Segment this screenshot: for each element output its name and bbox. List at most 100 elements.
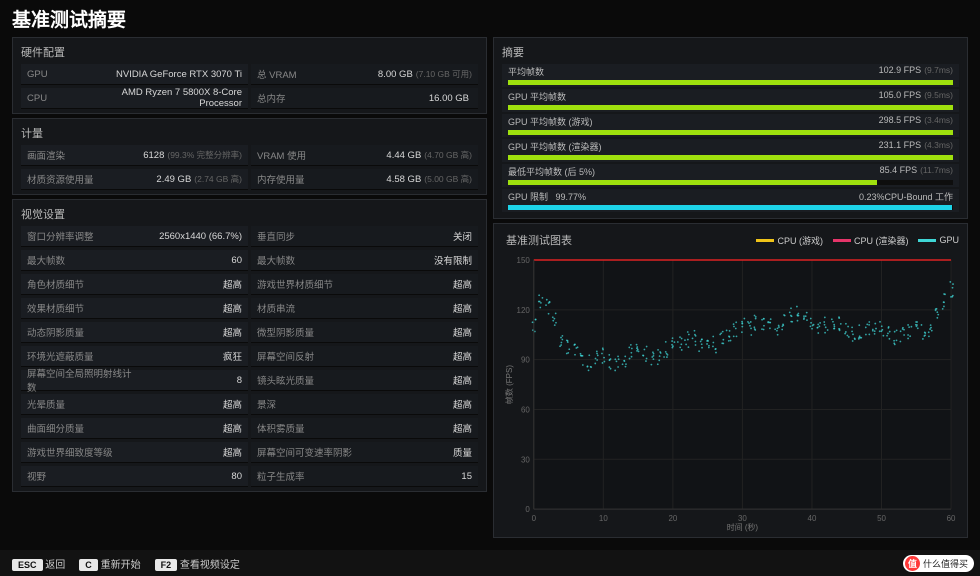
hw-label: 总 VRAM: [257, 67, 329, 81]
key-esc-label: 返回: [45, 560, 65, 571]
fps-bar-label: GPU 平均帧数: [508, 90, 566, 103]
setting-label: 角色材质细节: [27, 277, 137, 291]
setting-label: 体积雾质量: [257, 421, 367, 435]
visual-settings-panel: 视觉设置窗口分辨率调整2560x1440 (66.7%)垂直同步关闭最大帧数60…: [12, 199, 487, 492]
setting-label: 材质串流: [257, 301, 367, 315]
setting-row[interactable]: 垂直同步关闭: [251, 226, 478, 247]
setting-row[interactable]: 景深超高: [251, 394, 478, 415]
setting-row[interactable]: 动态阴影质量超高: [21, 322, 248, 343]
hardware-header: 硬件配置: [21, 42, 478, 64]
setting-value: 超高: [367, 325, 472, 339]
setting-value: 15: [367, 471, 472, 482]
setting-value: 超高: [367, 277, 472, 291]
footer: ESC 返回 C 重新开始 F2 查看视频设定: [0, 550, 980, 576]
metric-label: VRAM 使用: [257, 148, 329, 162]
fps-bar-track: [508, 130, 953, 135]
key-c-label: 重新开始: [101, 560, 141, 571]
setting-label: 镜头眩光质量: [257, 373, 367, 387]
setting-row[interactable]: 角色材质细节超高: [21, 274, 248, 295]
setting-label: 效果材质细节: [27, 301, 137, 315]
setting-label: 视野: [27, 469, 137, 483]
svg-text:30: 30: [521, 455, 530, 464]
svg-text:150: 150: [517, 256, 531, 265]
setting-value: 80: [137, 471, 242, 482]
badge-text: 什么值得买: [923, 557, 968, 570]
setting-value: 超高: [367, 301, 472, 315]
fps-bar-row: 平均帧数102.9 FPS(9.7ms): [502, 64, 959, 87]
setting-row[interactable]: 体积雾质量超高: [251, 418, 478, 439]
chart-panel: 基准测试图表CPU (游戏)CPU (渲染器)GPU03060901201500…: [493, 223, 968, 538]
setting-value: 超高: [137, 445, 242, 459]
fps-bar-label: 最低平均帧数 (后 5%): [508, 165, 595, 178]
hardware-panel: 硬件配置GPUNVIDIA GeForce RTX 3070 Ti 总 VRAM8…: [12, 37, 487, 114]
setting-row[interactable]: 材质串流超高: [251, 298, 478, 319]
setting-label: 窗口分辨率调整: [27, 229, 137, 243]
hw-row: GPUNVIDIA GeForce RTX 3070 Ti: [21, 64, 248, 85]
setting-value: 关闭: [367, 229, 472, 243]
setting-row[interactable]: 屏幕空间可变速率阴影质量: [251, 442, 478, 463]
fps-bar-fill: [508, 180, 877, 185]
svg-text:0: 0: [532, 514, 537, 523]
metric-label: 内存使用量: [257, 172, 329, 186]
legend-chip: [918, 239, 936, 242]
fps-bar-track: [508, 105, 953, 110]
setting-label: 环境光遮蔽质量: [27, 349, 137, 363]
setting-row[interactable]: 屏幕空间反射超高: [251, 346, 478, 367]
svg-text:时间 (秒): 时间 (秒): [727, 522, 759, 532]
gpu-limit-right: 0.23%CPU-Bound 工作: [859, 190, 953, 203]
setting-value: 超高: [137, 421, 242, 435]
setting-value: 超高: [137, 325, 242, 339]
summary-panel: 摘要 平均帧数102.9 FPS(9.7ms) GPU 平均帧数105.0 FP…: [493, 37, 968, 219]
hw-row: CPUAMD Ryzen 7 5800X 8-Core Processor: [21, 88, 248, 109]
fps-bar-label: GPU 平均帧数 (游戏): [508, 115, 593, 128]
setting-row[interactable]: 曲面细分质量超高: [21, 418, 248, 439]
setting-value: 8: [137, 375, 242, 386]
setting-label: 最大帧数: [27, 253, 137, 267]
legend-item: CPU (游戏): [756, 234, 823, 247]
svg-text:50: 50: [877, 514, 886, 523]
svg-text:120: 120: [517, 306, 531, 315]
setting-value: 质量: [367, 445, 472, 459]
fps-bar-value: 102.9 FPS(9.7ms): [879, 65, 953, 78]
svg-text:90: 90: [521, 356, 530, 365]
setting-row[interactable]: 光晕质量超高: [21, 394, 248, 415]
gpu-limit-fill: [508, 205, 952, 210]
setting-value: 超高: [367, 373, 472, 387]
chart-header: 基准测试图表: [506, 232, 572, 248]
setting-value: 超高: [367, 397, 472, 411]
fps-bar-track: [508, 180, 953, 185]
setting-label: 曲面细分质量: [27, 421, 137, 435]
fps-bar-value: 231.1 FPS(4.3ms): [879, 140, 953, 153]
svg-text:60: 60: [521, 405, 530, 414]
setting-row[interactable]: 游戏世界细致度等级超高: [21, 442, 248, 463]
setting-row[interactable]: 粒子生成率15: [251, 466, 478, 487]
setting-row[interactable]: 视野80: [21, 466, 248, 487]
key-f2[interactable]: F2: [155, 559, 178, 571]
setting-label: 游戏世界细致度等级: [27, 445, 137, 459]
setting-value: 超高: [137, 277, 242, 291]
gpu-limit-track: [508, 205, 953, 210]
hw-value: 8.00 GB(7.10 GB 可用): [329, 68, 472, 80]
setting-row[interactable]: 最大帧数60: [21, 250, 248, 271]
setting-row[interactable]: 镜头眩光质量超高: [251, 370, 478, 391]
setting-row[interactable]: 最大帧数没有限制: [251, 250, 478, 271]
svg-text:10: 10: [599, 514, 608, 523]
setting-value: 超高: [137, 397, 242, 411]
setting-label: 最大帧数: [257, 253, 367, 267]
setting-row[interactable]: 屏幕空间全局照明射线计数8: [21, 370, 248, 391]
key-esc[interactable]: ESC: [12, 559, 43, 571]
fps-bar-track: [508, 155, 953, 160]
setting-label: 微型阴影质量: [257, 325, 367, 339]
setting-row[interactable]: 窗口分辨率调整2560x1440 (66.7%): [21, 226, 248, 247]
legend-item: CPU (渲染器): [833, 234, 909, 247]
key-c[interactable]: C: [79, 559, 98, 571]
setting-row[interactable]: 环境光遮蔽质量疯狂: [21, 346, 248, 367]
setting-row[interactable]: 微型阴影质量超高: [251, 322, 478, 343]
svg-text:0: 0: [525, 505, 530, 514]
setting-row[interactable]: 效果材质细节超高: [21, 298, 248, 319]
setting-row[interactable]: 游戏世界材质细节超高: [251, 274, 478, 295]
chart-legend: CPU (游戏)CPU (渲染器)GPU: [756, 234, 959, 247]
fps-bar-fill: [508, 105, 953, 110]
fps-bar-fill: [508, 155, 953, 160]
hw-label: GPU: [27, 69, 99, 80]
